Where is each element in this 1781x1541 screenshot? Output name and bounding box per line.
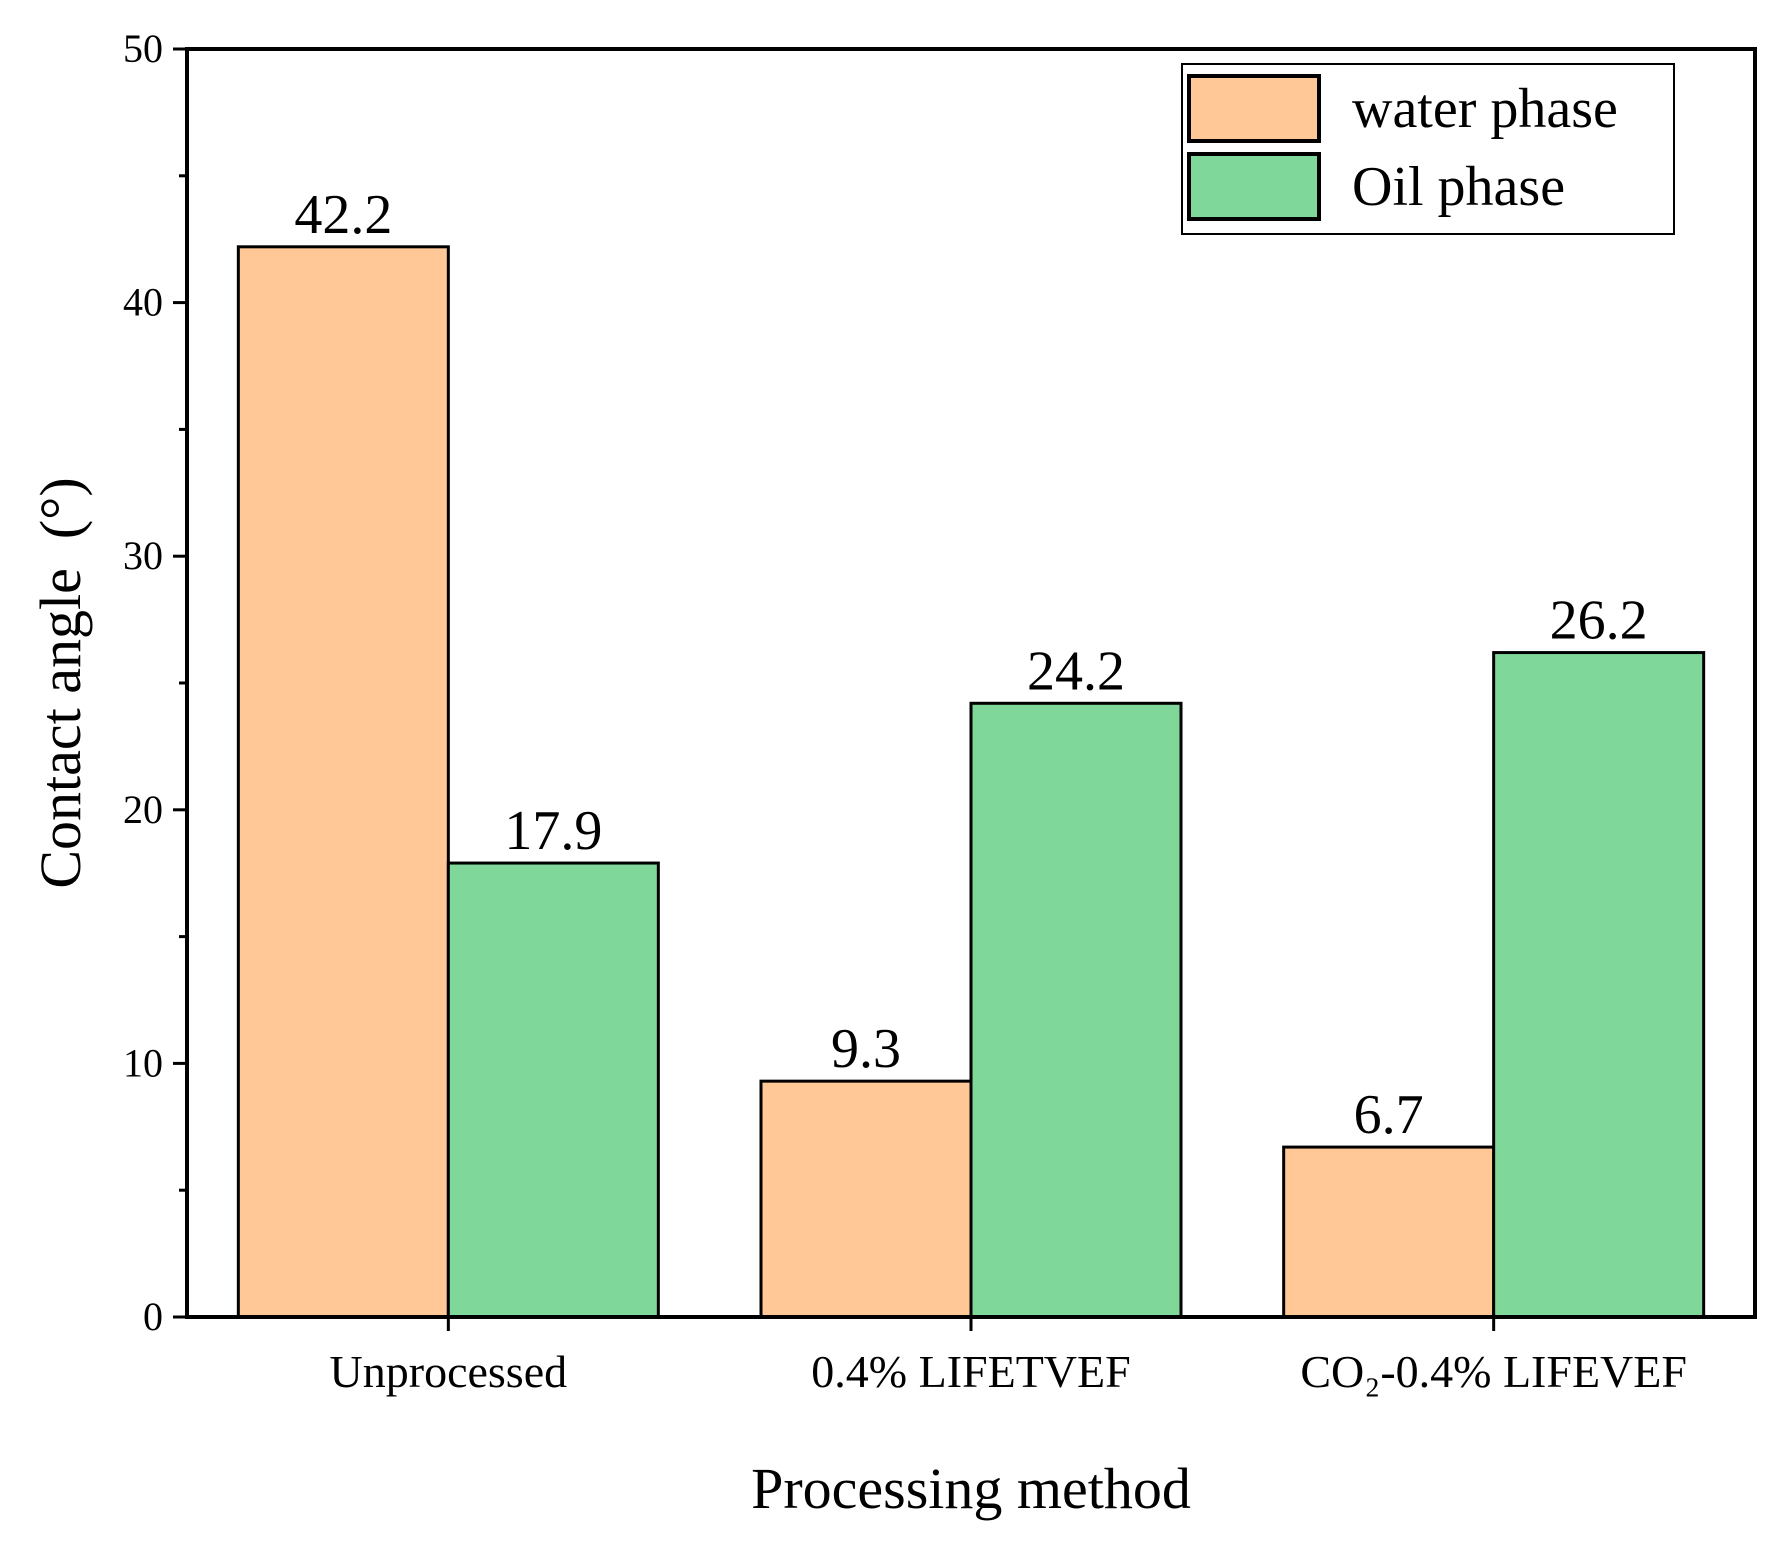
y-tick-label: 30 — [123, 533, 163, 578]
bars-layer — [236, 245, 1706, 1319]
data-labels: 42.2 9.3 6.7 17.9 24.2 26.2 — [294, 184, 1647, 1146]
x-tick-label: 0.4% LIFETVEF — [811, 1346, 1130, 1397]
x-tick-label: CO₂-0.4% LIFEVEF — [1300, 1346, 1687, 1397]
bar-oil-phase — [1492, 651, 1706, 1319]
bar-oil-phase — [446, 861, 660, 1319]
y-axis: 0 10 20 30 40 50 — [123, 26, 187, 1339]
y-tick-label: 0 — [143, 1294, 163, 1339]
y-tick-label: 50 — [123, 26, 163, 71]
data-label: 6.7 — [1354, 1084, 1424, 1146]
legend-label-oil-phase: Oil phase — [1352, 156, 1565, 218]
legend-swatch-water-phase — [1187, 74, 1321, 143]
legend: water phase Oil phase — [1181, 63, 1675, 235]
y-tick-label: 10 — [123, 1040, 163, 1085]
legend-label-water-phase: water phase — [1352, 78, 1618, 140]
data-label: 24.2 — [1027, 640, 1125, 702]
data-label: 9.3 — [831, 1018, 901, 1080]
legend-swatch-oil-phase — [1187, 152, 1321, 221]
bar-water-phase — [759, 1079, 973, 1319]
x-axis-title: Processing method — [751, 1456, 1191, 1521]
bar-oil-phase — [969, 701, 1183, 1319]
data-label: 42.2 — [294, 184, 392, 246]
bar-water-phase — [236, 245, 450, 1319]
y-axis-title: Contact angle (°) — [28, 477, 93, 888]
x-axis: Unprocessed 0.4% LIFETVEF CO₂-0.4% LIFEVEF — [330, 1317, 1687, 1397]
bar-water-phase — [1282, 1145, 1496, 1319]
y-tick-label: 20 — [123, 787, 163, 832]
data-label: 17.9 — [504, 800, 602, 862]
x-tick-label: Unprocessed — [330, 1346, 568, 1397]
y-tick-label: 40 — [123, 280, 163, 325]
data-label: 26.2 — [1550, 590, 1648, 652]
